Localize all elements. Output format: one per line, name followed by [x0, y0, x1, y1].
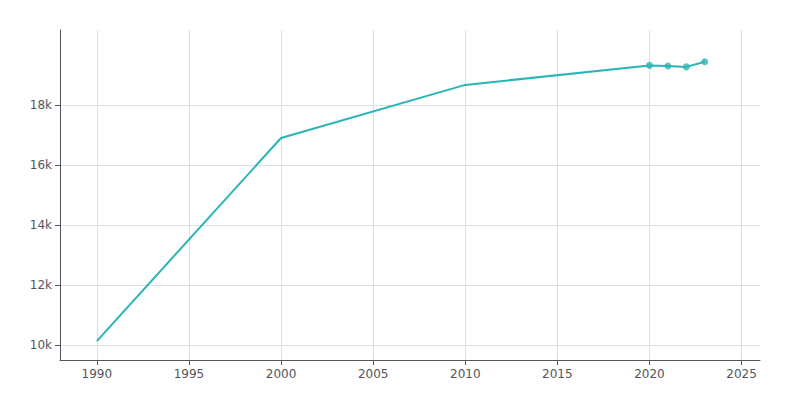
svg-text:2005: 2005: [358, 367, 389, 381]
svg-text:2000: 2000: [266, 367, 297, 381]
svg-text:2025: 2025: [726, 367, 757, 381]
svg-text:2020: 2020: [634, 367, 665, 381]
svg-text:18k: 18k: [30, 98, 52, 112]
svg-text:2015: 2015: [542, 367, 573, 381]
svg-text:16k: 16k: [30, 158, 52, 172]
svg-text:14k: 14k: [30, 218, 52, 232]
svg-text:1995: 1995: [174, 367, 205, 381]
svg-text:1990: 1990: [82, 367, 113, 381]
svg-text:10k: 10k: [30, 338, 52, 352]
svg-text:2010: 2010: [450, 367, 481, 381]
svg-text:12k: 12k: [30, 278, 52, 292]
